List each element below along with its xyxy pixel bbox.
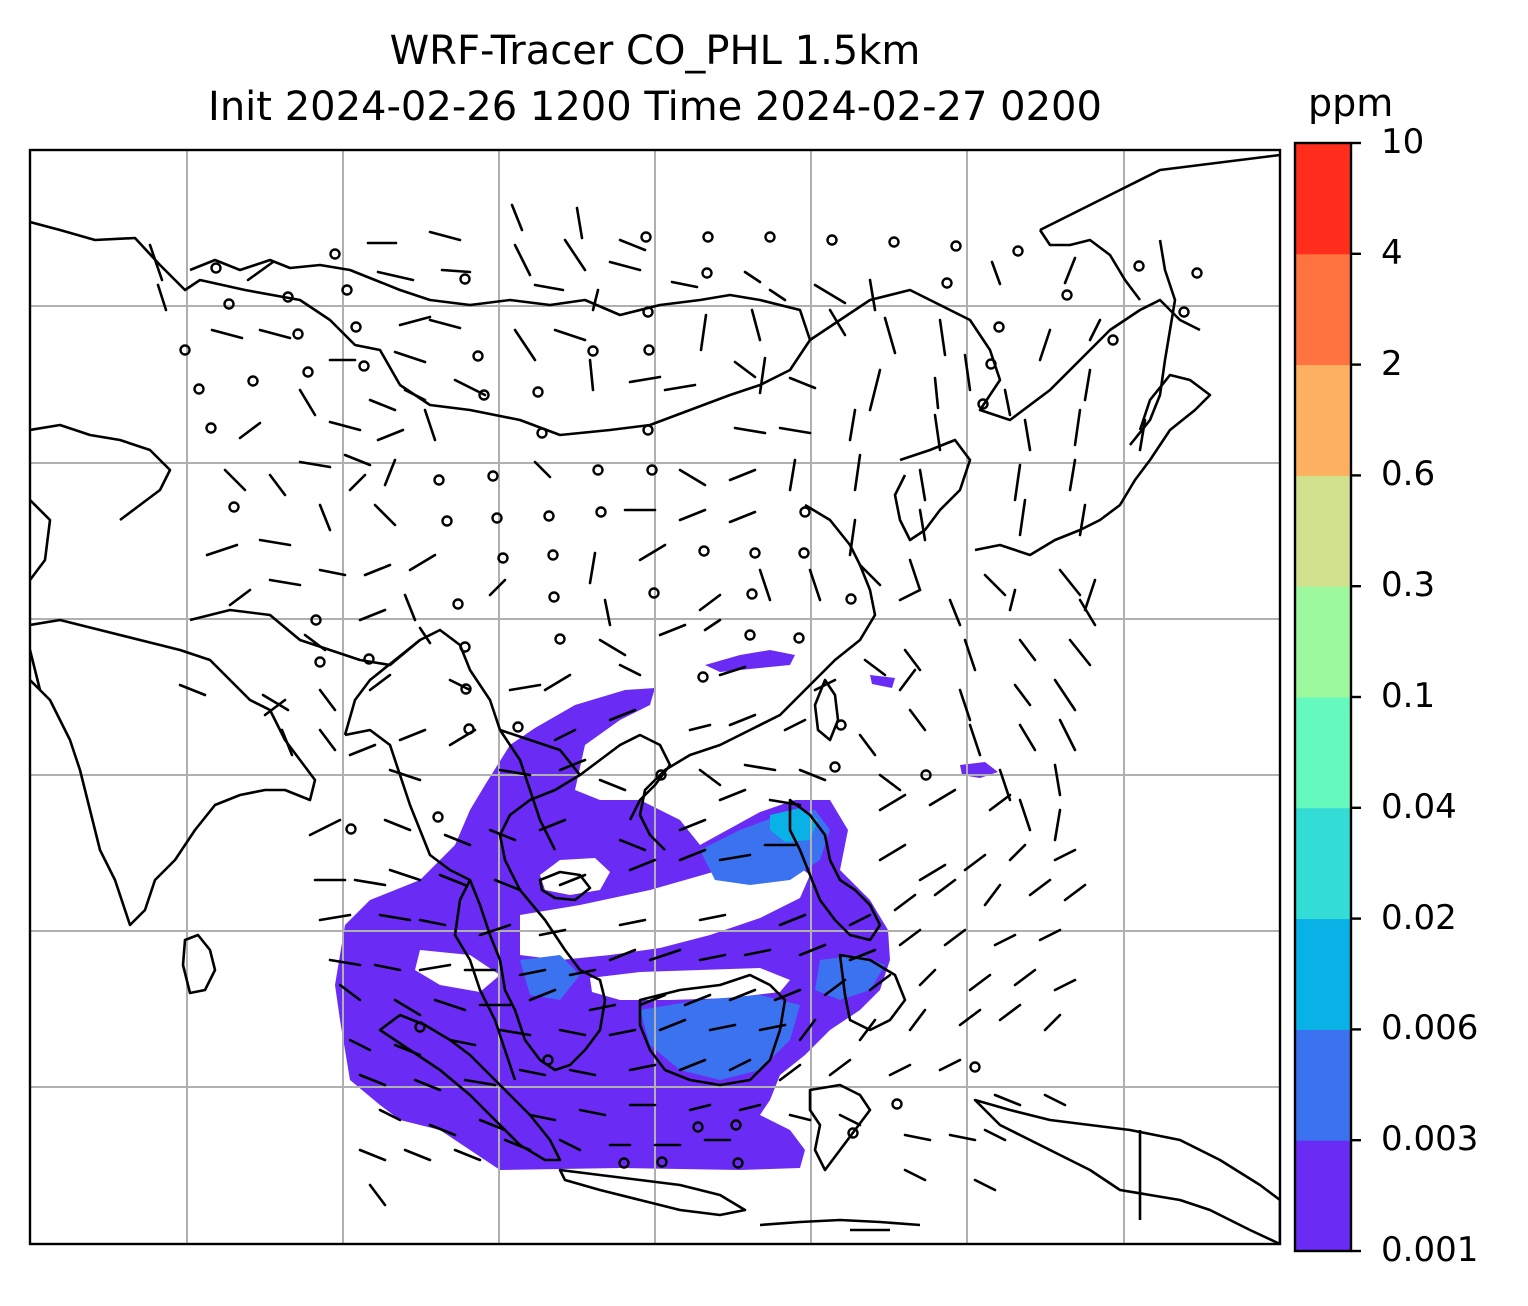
colorbar-segment [1295,475,1351,587]
coast-korea [893,438,972,542]
border-indochina [498,728,582,851]
colorbar-segment [1295,586,1351,698]
coast-india [30,618,317,927]
coast-lesser-sunda [759,1218,921,1232]
wind-barbs [148,203,1147,1207]
plume-patch-small [870,675,895,688]
plume-level3-area [770,808,818,842]
colorbar-segment [1295,143,1351,255]
colorbar-tick-label: 0.02 [1381,897,1457,938]
colorbar-segment [1295,697,1351,809]
colorbar-tick-label: 0.04 [1381,786,1457,827]
plume-lowest-level [335,688,890,1170]
coast-hainan [538,870,592,902]
coast-borneo [638,973,787,1087]
coastlines-and-borders [30,153,1280,1244]
coast-indochina [344,728,672,1072]
colorbar-segment [1295,253,1351,366]
colorbar-segment [1295,918,1351,1030]
coast-northeast [1039,153,1280,232]
coast-sulawesi [808,1083,872,1172]
border-myanmar [343,628,502,736]
map-gridlines [30,150,1280,1244]
colorbar-segment [1295,1140,1351,1252]
coast-philippines-luzon [788,798,882,942]
coast-philippines-south [838,953,907,1032]
colorbar [1293,141,1361,1253]
coast-srilanka [181,933,217,995]
colorbar-tick-label: 10 [1381,122,1425,162]
plume-patch-north [705,650,795,672]
colorbar-segment [1295,1029,1351,1141]
plume-level2-area [520,810,885,1080]
colorbar-tick-label: 0.001 [1381,1230,1479,1270]
colorbar-unit-label: ppm [1308,81,1394,125]
coast-japan-north [1128,239,1177,446]
coastline-china [30,220,812,437]
coast-japan [974,373,1212,557]
calm-wind-markers [179,231,1203,1169]
colorbar-tick-label: 0.006 [1381,1008,1479,1049]
border-west [30,499,52,691]
map-title-line2: Init 2024-02-26 1200 Time 2024-02-27 020… [208,84,1102,130]
coast-sumatra [378,1013,562,1162]
map-frame [28,148,1282,1246]
coast-kamchatka [1038,229,1142,301]
colorbar-tick-label: 0.003 [1381,1119,1479,1160]
coast-kazakh [30,423,172,522]
map-title-line1: WRF-Tracer CO_PHL 1.5km [389,28,921,74]
coast-taiwan [813,678,840,742]
border-himalaya [189,608,421,667]
coast-java [558,1168,747,1217]
colorbar-tick-label: 0.1 [1381,676,1436,716]
colorbar-segment [1295,364,1351,476]
colorbar-tick-label: 0.6 [1381,454,1436,495]
border-russia [809,288,1201,422]
colorbar-tick-label: 2 [1381,343,1403,384]
border-north [189,258,471,307]
colorbar-tick-label: 4 [1381,232,1403,273]
coast-newguinea [973,1098,1280,1244]
colorbar-segment [1295,807,1351,920]
colorbar-tick-label: 0.3 [1381,565,1436,606]
co-plume [335,650,998,1170]
coast-malay [453,879,517,1081]
